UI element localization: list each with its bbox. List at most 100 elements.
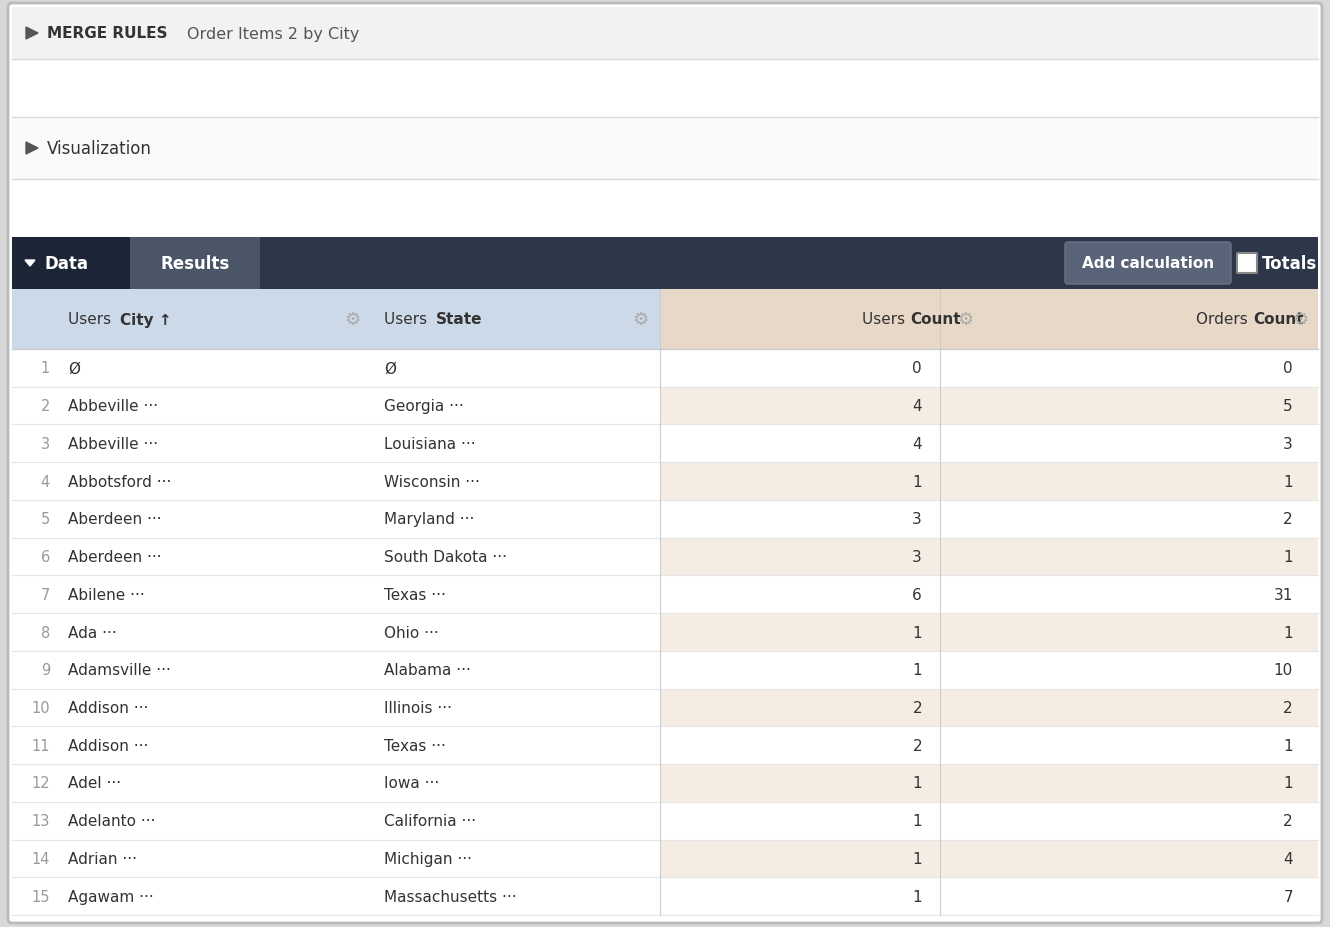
- Text: 3: 3: [912, 512, 922, 527]
- Bar: [660, 840, 1318, 877]
- Text: 1: 1: [912, 474, 922, 489]
- Bar: [12, 8, 1318, 60]
- Text: 1: 1: [1283, 474, 1293, 489]
- Text: Abbotsford ···: Abbotsford ···: [68, 474, 172, 489]
- Bar: [660, 289, 1318, 349]
- Text: 12: 12: [32, 776, 51, 791]
- Text: Ø: Ø: [384, 361, 396, 376]
- Text: ⚙: ⚙: [344, 311, 360, 329]
- Text: 3: 3: [41, 437, 51, 451]
- Text: Adamsville ···: Adamsville ···: [68, 663, 170, 678]
- Text: Users: Users: [862, 312, 910, 327]
- Text: 1: 1: [1283, 776, 1293, 791]
- Text: 1: 1: [1283, 738, 1293, 753]
- Text: 4: 4: [41, 474, 51, 489]
- Text: ⚙: ⚙: [958, 311, 974, 329]
- Text: Users: Users: [384, 312, 432, 327]
- Text: City ↑: City ↑: [120, 312, 172, 327]
- Bar: [660, 877, 1318, 915]
- Bar: [12, 237, 1318, 289]
- FancyBboxPatch shape: [1065, 243, 1232, 285]
- Text: 0: 0: [1283, 361, 1293, 376]
- Bar: [660, 538, 1318, 576]
- Text: 3: 3: [912, 550, 922, 565]
- Text: 1: 1: [912, 663, 922, 678]
- Polygon shape: [27, 143, 39, 155]
- Bar: [130, 237, 259, 289]
- Bar: [660, 425, 1318, 463]
- Text: Georgia ···: Georgia ···: [384, 399, 464, 413]
- Text: 10: 10: [1274, 663, 1293, 678]
- Bar: [660, 501, 1318, 538]
- Text: 2: 2: [1283, 813, 1293, 828]
- Text: 1: 1: [912, 813, 922, 828]
- Text: 1: 1: [1283, 625, 1293, 640]
- Text: 7: 7: [1283, 889, 1293, 904]
- Text: Count: Count: [910, 312, 960, 327]
- Text: MERGE RULES: MERGE RULES: [47, 27, 168, 42]
- Text: Abbeville ···: Abbeville ···: [68, 399, 158, 413]
- Text: 1: 1: [912, 776, 922, 791]
- Bar: [660, 802, 1318, 840]
- Bar: [12, 387, 660, 425]
- Text: 2: 2: [912, 738, 922, 753]
- Text: 9: 9: [41, 663, 51, 678]
- Bar: [660, 463, 1318, 501]
- Bar: [660, 614, 1318, 651]
- Text: Adrian ···: Adrian ···: [68, 851, 137, 866]
- Bar: [12, 538, 660, 576]
- Text: Illinois ···: Illinois ···: [384, 700, 452, 716]
- Text: 4: 4: [1283, 851, 1293, 866]
- Text: 13: 13: [32, 813, 51, 828]
- Text: Texas ···: Texas ···: [384, 587, 446, 603]
- Bar: [12, 802, 660, 840]
- Text: Massachusetts ···: Massachusetts ···: [384, 889, 516, 904]
- Text: 5: 5: [1283, 399, 1293, 413]
- Text: Totals: Totals: [1262, 255, 1317, 273]
- Bar: [12, 727, 660, 764]
- Text: 6: 6: [912, 587, 922, 603]
- Text: ⚙: ⚙: [632, 311, 648, 329]
- Text: Users: Users: [68, 312, 116, 327]
- Bar: [660, 689, 1318, 727]
- Text: Ohio ···: Ohio ···: [384, 625, 439, 640]
- Text: Abbeville ···: Abbeville ···: [68, 437, 158, 451]
- Text: 15: 15: [32, 889, 51, 904]
- Bar: [12, 651, 660, 689]
- Bar: [12, 118, 1318, 180]
- Text: Michigan ···: Michigan ···: [384, 851, 472, 866]
- Text: 7: 7: [41, 587, 51, 603]
- Text: Ada ···: Ada ···: [68, 625, 117, 640]
- Bar: [660, 651, 1318, 689]
- Polygon shape: [25, 260, 35, 267]
- Text: 1: 1: [1283, 550, 1293, 565]
- Text: 5: 5: [41, 512, 51, 527]
- Text: Adel ···: Adel ···: [68, 776, 121, 791]
- Bar: [12, 764, 660, 802]
- Bar: [660, 349, 1318, 387]
- Text: Visualization: Visualization: [47, 140, 152, 158]
- Text: 1: 1: [41, 361, 51, 376]
- Text: 8: 8: [41, 625, 51, 640]
- Text: Adelanto ···: Adelanto ···: [68, 813, 156, 828]
- Text: Agawam ···: Agawam ···: [68, 889, 154, 904]
- Text: Results: Results: [161, 255, 230, 273]
- Text: Alabama ···: Alabama ···: [384, 663, 471, 678]
- Text: 10: 10: [32, 700, 51, 716]
- Text: State: State: [436, 312, 483, 327]
- Bar: [12, 425, 660, 463]
- Bar: [660, 576, 1318, 614]
- Text: Add calculation: Add calculation: [1081, 256, 1214, 272]
- Text: 31: 31: [1274, 587, 1293, 603]
- Text: 2: 2: [912, 700, 922, 716]
- Text: 3: 3: [1283, 437, 1293, 451]
- Bar: [660, 387, 1318, 425]
- Text: California ···: California ···: [384, 813, 476, 828]
- Text: Aberdeen ···: Aberdeen ···: [68, 550, 162, 565]
- Bar: [660, 764, 1318, 802]
- Bar: [12, 689, 660, 727]
- Text: Data: Data: [44, 255, 88, 273]
- Polygon shape: [27, 28, 39, 40]
- Text: 14: 14: [32, 851, 51, 866]
- Bar: [12, 349, 660, 387]
